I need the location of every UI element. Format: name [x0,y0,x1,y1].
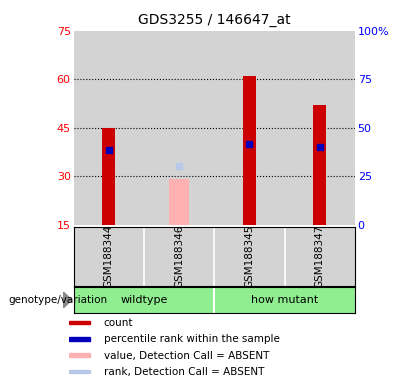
Bar [69,353,90,357]
Bar [214,31,285,225]
Bar [69,337,90,341]
Polygon shape [63,292,72,308]
Bar [74,31,144,225]
Bar [69,370,90,373]
Bar [102,128,115,225]
Text: GSM188347: GSM188347 [315,225,325,288]
Bar [214,287,355,313]
Bar [285,31,355,225]
Text: value, Detection Call = ABSENT: value, Detection Call = ABSENT [104,351,269,361]
Text: wildtype: wildtype [120,295,168,305]
Bar [243,76,256,225]
Text: percentile rank within the sample: percentile rank within the sample [104,334,280,344]
Bar [144,31,214,225]
Text: rank, Detection Call = ABSENT: rank, Detection Call = ABSENT [104,367,264,377]
Text: GSM188344: GSM188344 [104,225,114,288]
Text: count: count [104,318,133,328]
Text: GSM188345: GSM188345 [244,225,255,288]
Text: how mutant: how mutant [251,295,318,305]
Text: genotype/variation: genotype/variation [8,295,108,305]
Text: GSM188346: GSM188346 [174,225,184,288]
Bar [69,321,90,324]
Bar [169,179,189,225]
Title: GDS3255 / 146647_at: GDS3255 / 146647_at [138,13,291,27]
Bar [313,105,326,225]
Bar [74,287,214,313]
